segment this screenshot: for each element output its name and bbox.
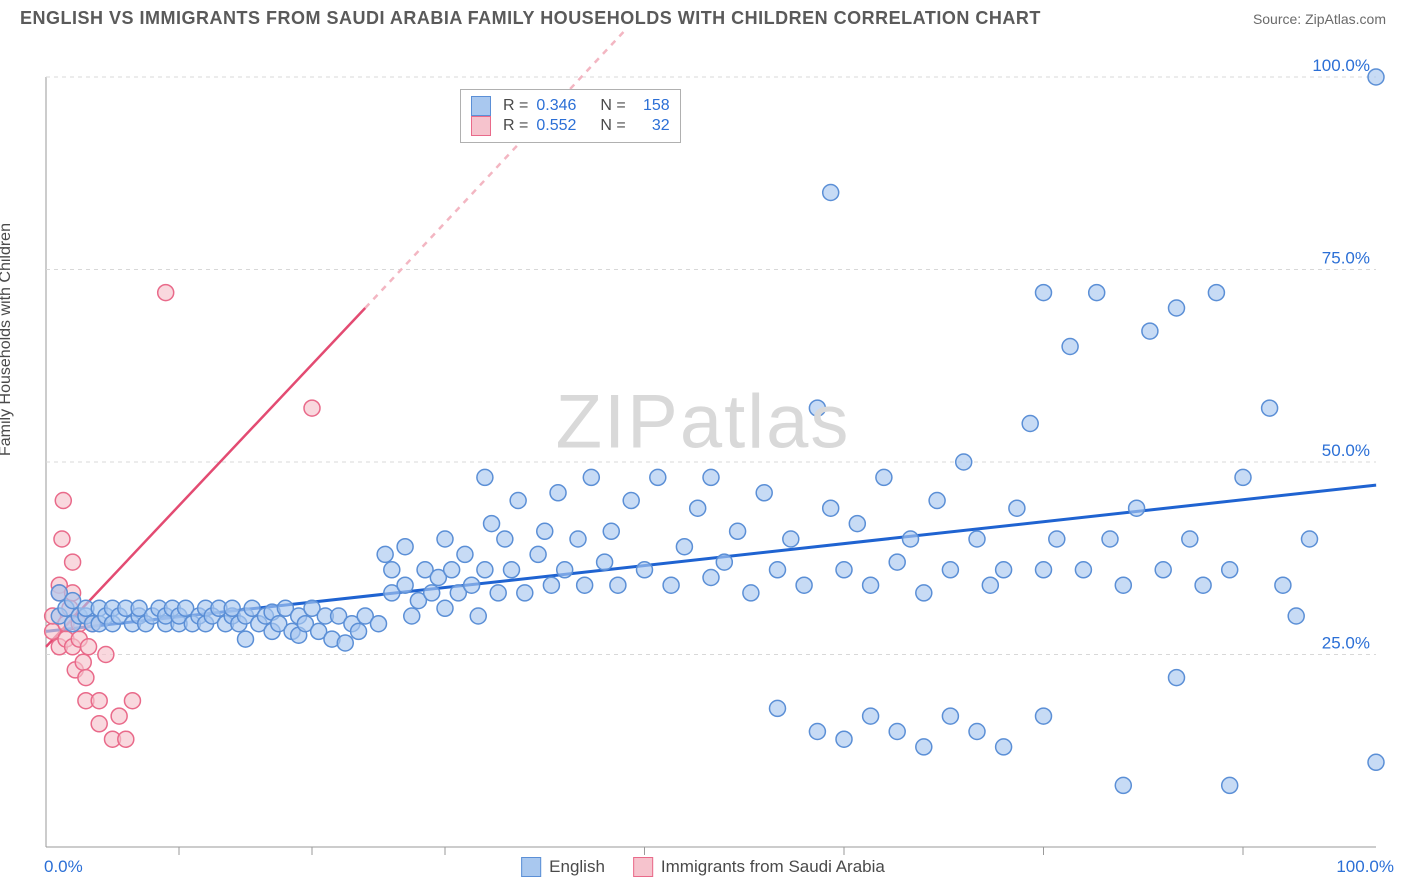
legend-swatch — [633, 857, 653, 877]
legend-label: English — [549, 857, 605, 877]
r-value: 0.552 — [536, 117, 588, 135]
legend-row-saudi: R = 0.552 N = 32 — [471, 116, 670, 136]
legend-swatch — [471, 96, 491, 116]
scatter-plot-svg: 25.0% 50.0% 75.0% 100.0% — [0, 31, 1406, 881]
legend-item-saudi: Immigrants from Saudi Arabia — [633, 857, 885, 877]
chart-title: ENGLISH VS IMMIGRANTS FROM SAUDI ARABIA … — [20, 8, 1041, 29]
r-label: R = — [503, 117, 528, 135]
n-value: 32 — [634, 117, 670, 135]
x-axis-max-label: 100.0% — [1336, 857, 1394, 877]
x-axis-min-label: 0.0% — [44, 857, 83, 877]
source-label: Source: ZipAtlas.com — [1253, 11, 1386, 27]
legend-swatch — [471, 116, 491, 136]
n-label: N = — [600, 97, 625, 115]
svg-text:100.0%: 100.0% — [1312, 56, 1370, 75]
legend-label: Immigrants from Saudi Arabia — [661, 857, 885, 877]
legend-item-english: English — [521, 857, 605, 877]
legend-swatch — [521, 857, 541, 877]
svg-text:50.0%: 50.0% — [1322, 441, 1370, 460]
y-axis-label: Family Households with Children — [0, 223, 15, 456]
n-value: 158 — [634, 97, 670, 115]
chart-area: Family Households with Children ZIPatlas… — [0, 31, 1406, 881]
correlation-legend: R = 0.346 N = 158 R = 0.552 N = 32 — [460, 89, 681, 143]
r-label: R = — [503, 97, 528, 115]
svg-text:25.0%: 25.0% — [1322, 634, 1370, 653]
n-label: N = — [600, 117, 625, 135]
legend-row-english: R = 0.346 N = 158 — [471, 96, 670, 116]
svg-text:75.0%: 75.0% — [1322, 249, 1370, 268]
r-value: 0.346 — [536, 97, 588, 115]
series-legend: English Immigrants from Saudi Arabia — [521, 857, 885, 877]
